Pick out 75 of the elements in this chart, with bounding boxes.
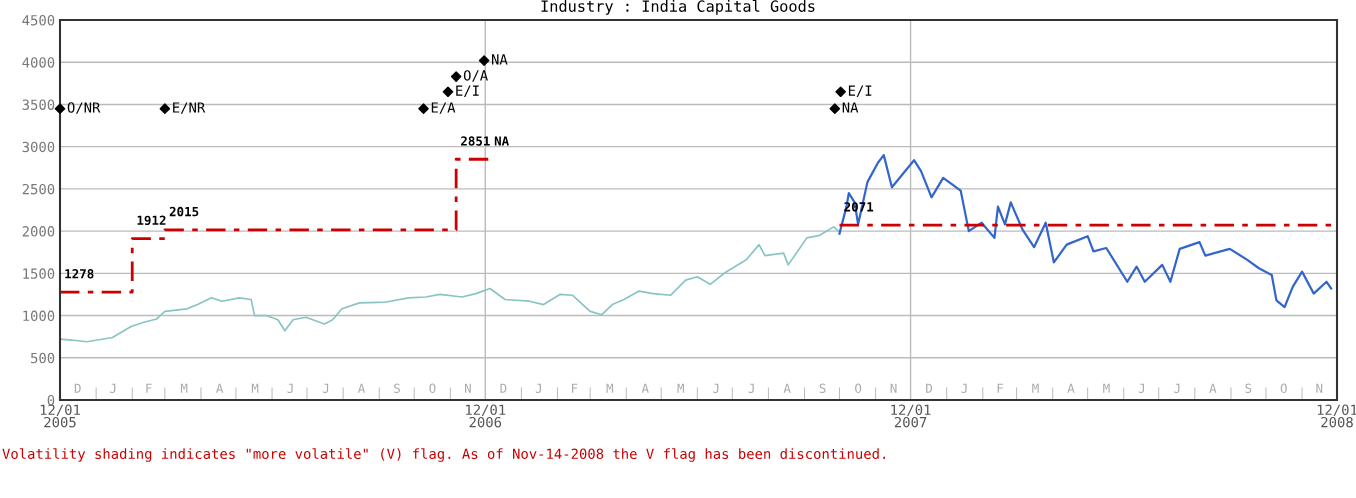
data-label: NA (842, 102, 859, 113)
annotation: J (1174, 383, 1180, 394)
annotation: M (1103, 383, 1110, 393)
annotation: O (855, 383, 862, 394)
annotation: A (357, 383, 366, 393)
x-tick-label: 12/01 2006 (466, 404, 506, 428)
annotation: J (1138, 383, 1144, 394)
y-tick-label: 3000 (22, 141, 55, 153)
text: Volatility shading indicates "more volatile" (V) flag. As of Nov-14-2008 the V flag has been discontinued. (2, 448, 886, 462)
x-tick-label: 12/01 2005 (40, 404, 80, 428)
annotation: A (1209, 383, 1217, 393)
data-label: E/NR (173, 102, 206, 114)
line-series (60, 226, 840, 343)
annotation: N (890, 383, 897, 393)
annotation: 1912 (137, 215, 166, 226)
x-tick-label: 12/01 2007 (891, 404, 931, 428)
annotation: F (146, 383, 152, 393)
annotation: A (1067, 383, 1075, 393)
y-tick-label: 2500 (22, 183, 55, 195)
annotation: S (394, 383, 400, 394)
chart-title: Industry : India Capital Goods (541, 0, 815, 15)
y-tick-label: 500 (31, 352, 55, 364)
annotation: J (961, 383, 967, 394)
annotation: NA (494, 136, 509, 146)
annotation: O (429, 383, 436, 394)
y-tick-label: 3500 (22, 99, 55, 110)
y-tick-label: 4000 (22, 57, 55, 68)
annotation: 2015 (169, 206, 199, 217)
annotation: J (535, 383, 541, 394)
annotation: M (606, 383, 614, 393)
point (54, 103, 66, 114)
annotation: D (500, 383, 507, 393)
point (829, 103, 841, 114)
y-tick-label: 2000 (22, 226, 55, 237)
annotation: D (926, 383, 933, 393)
y-tick-label: 1500 (23, 268, 55, 279)
point (478, 55, 490, 66)
annotation: M (1032, 383, 1039, 393)
annotation: J (110, 383, 116, 394)
data-label: E/A (431, 102, 456, 114)
annotation: O (1280, 383, 1287, 394)
x-tick-label: 12/01 2008 (1317, 404, 1356, 428)
annotation: J (322, 383, 329, 394)
data-label: O/NR (67, 102, 101, 114)
y-tick-label: 0 (47, 395, 55, 406)
annotation: J (287, 383, 293, 394)
data-label: E/I (456, 85, 479, 97)
data-label: NA (492, 54, 508, 65)
annotation: N (465, 383, 471, 393)
annotation: M (677, 383, 684, 393)
annotation: J (713, 383, 719, 394)
annotation: N (1316, 383, 1323, 393)
annotation: 1278 (65, 269, 94, 279)
point (835, 86, 846, 98)
data-label: O/A (463, 70, 488, 82)
point (450, 71, 462, 82)
point (159, 103, 171, 114)
annotation: S (1245, 383, 1252, 394)
annotation: S (819, 383, 826, 394)
annotation: A (641, 383, 649, 393)
annotation: F (997, 383, 1004, 393)
line-series (838, 154, 1333, 309)
annotation: A (783, 383, 791, 393)
y-tick-label: 4500 (22, 15, 55, 26)
annotation: F (572, 383, 578, 393)
annotation: A (216, 383, 224, 393)
y-tick-label: 1000 (23, 310, 55, 322)
annotation: M (180, 383, 188, 393)
point (418, 103, 429, 114)
annotation: J (748, 383, 754, 394)
data-label: E/I (848, 85, 872, 97)
point (442, 86, 454, 98)
annotation: 2851 (461, 136, 490, 146)
annotation: D (74, 383, 81, 393)
annotation: M (251, 383, 259, 393)
